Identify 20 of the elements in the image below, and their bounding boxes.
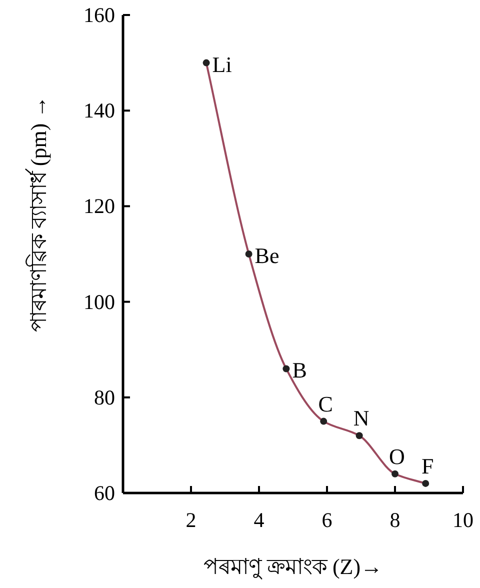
y-axis-title: পাৰমাণৱিক ব্যাসাৰ্ধ (pm) → (25, 96, 51, 332)
x-tick-label: 4 (254, 508, 265, 532)
y-tick-label: 100 (84, 290, 115, 314)
label: B (292, 358, 307, 383)
y-tick-label: 120 (84, 194, 115, 218)
y-tick-label: 80 (94, 385, 115, 410)
label: O (389, 444, 405, 469)
y-tick-label: 160 (84, 3, 115, 27)
label: Be (254, 243, 280, 268)
x-tick-label: 6 (322, 508, 332, 532)
x-axis-title: পৰমাণু ক্ৰমাংক (Z)→ (203, 554, 383, 580)
label: Li (212, 52, 232, 77)
label: C (318, 391, 333, 416)
x-tick-label: 10 (452, 508, 474, 532)
x-tick-label: 2 (186, 508, 196, 532)
label: N (353, 406, 370, 431)
label: F (421, 453, 434, 478)
x-tick-label: 8 (390, 508, 400, 532)
y-tick-label: 60 (94, 481, 115, 505)
y-tick-label: 140 (84, 98, 115, 123)
